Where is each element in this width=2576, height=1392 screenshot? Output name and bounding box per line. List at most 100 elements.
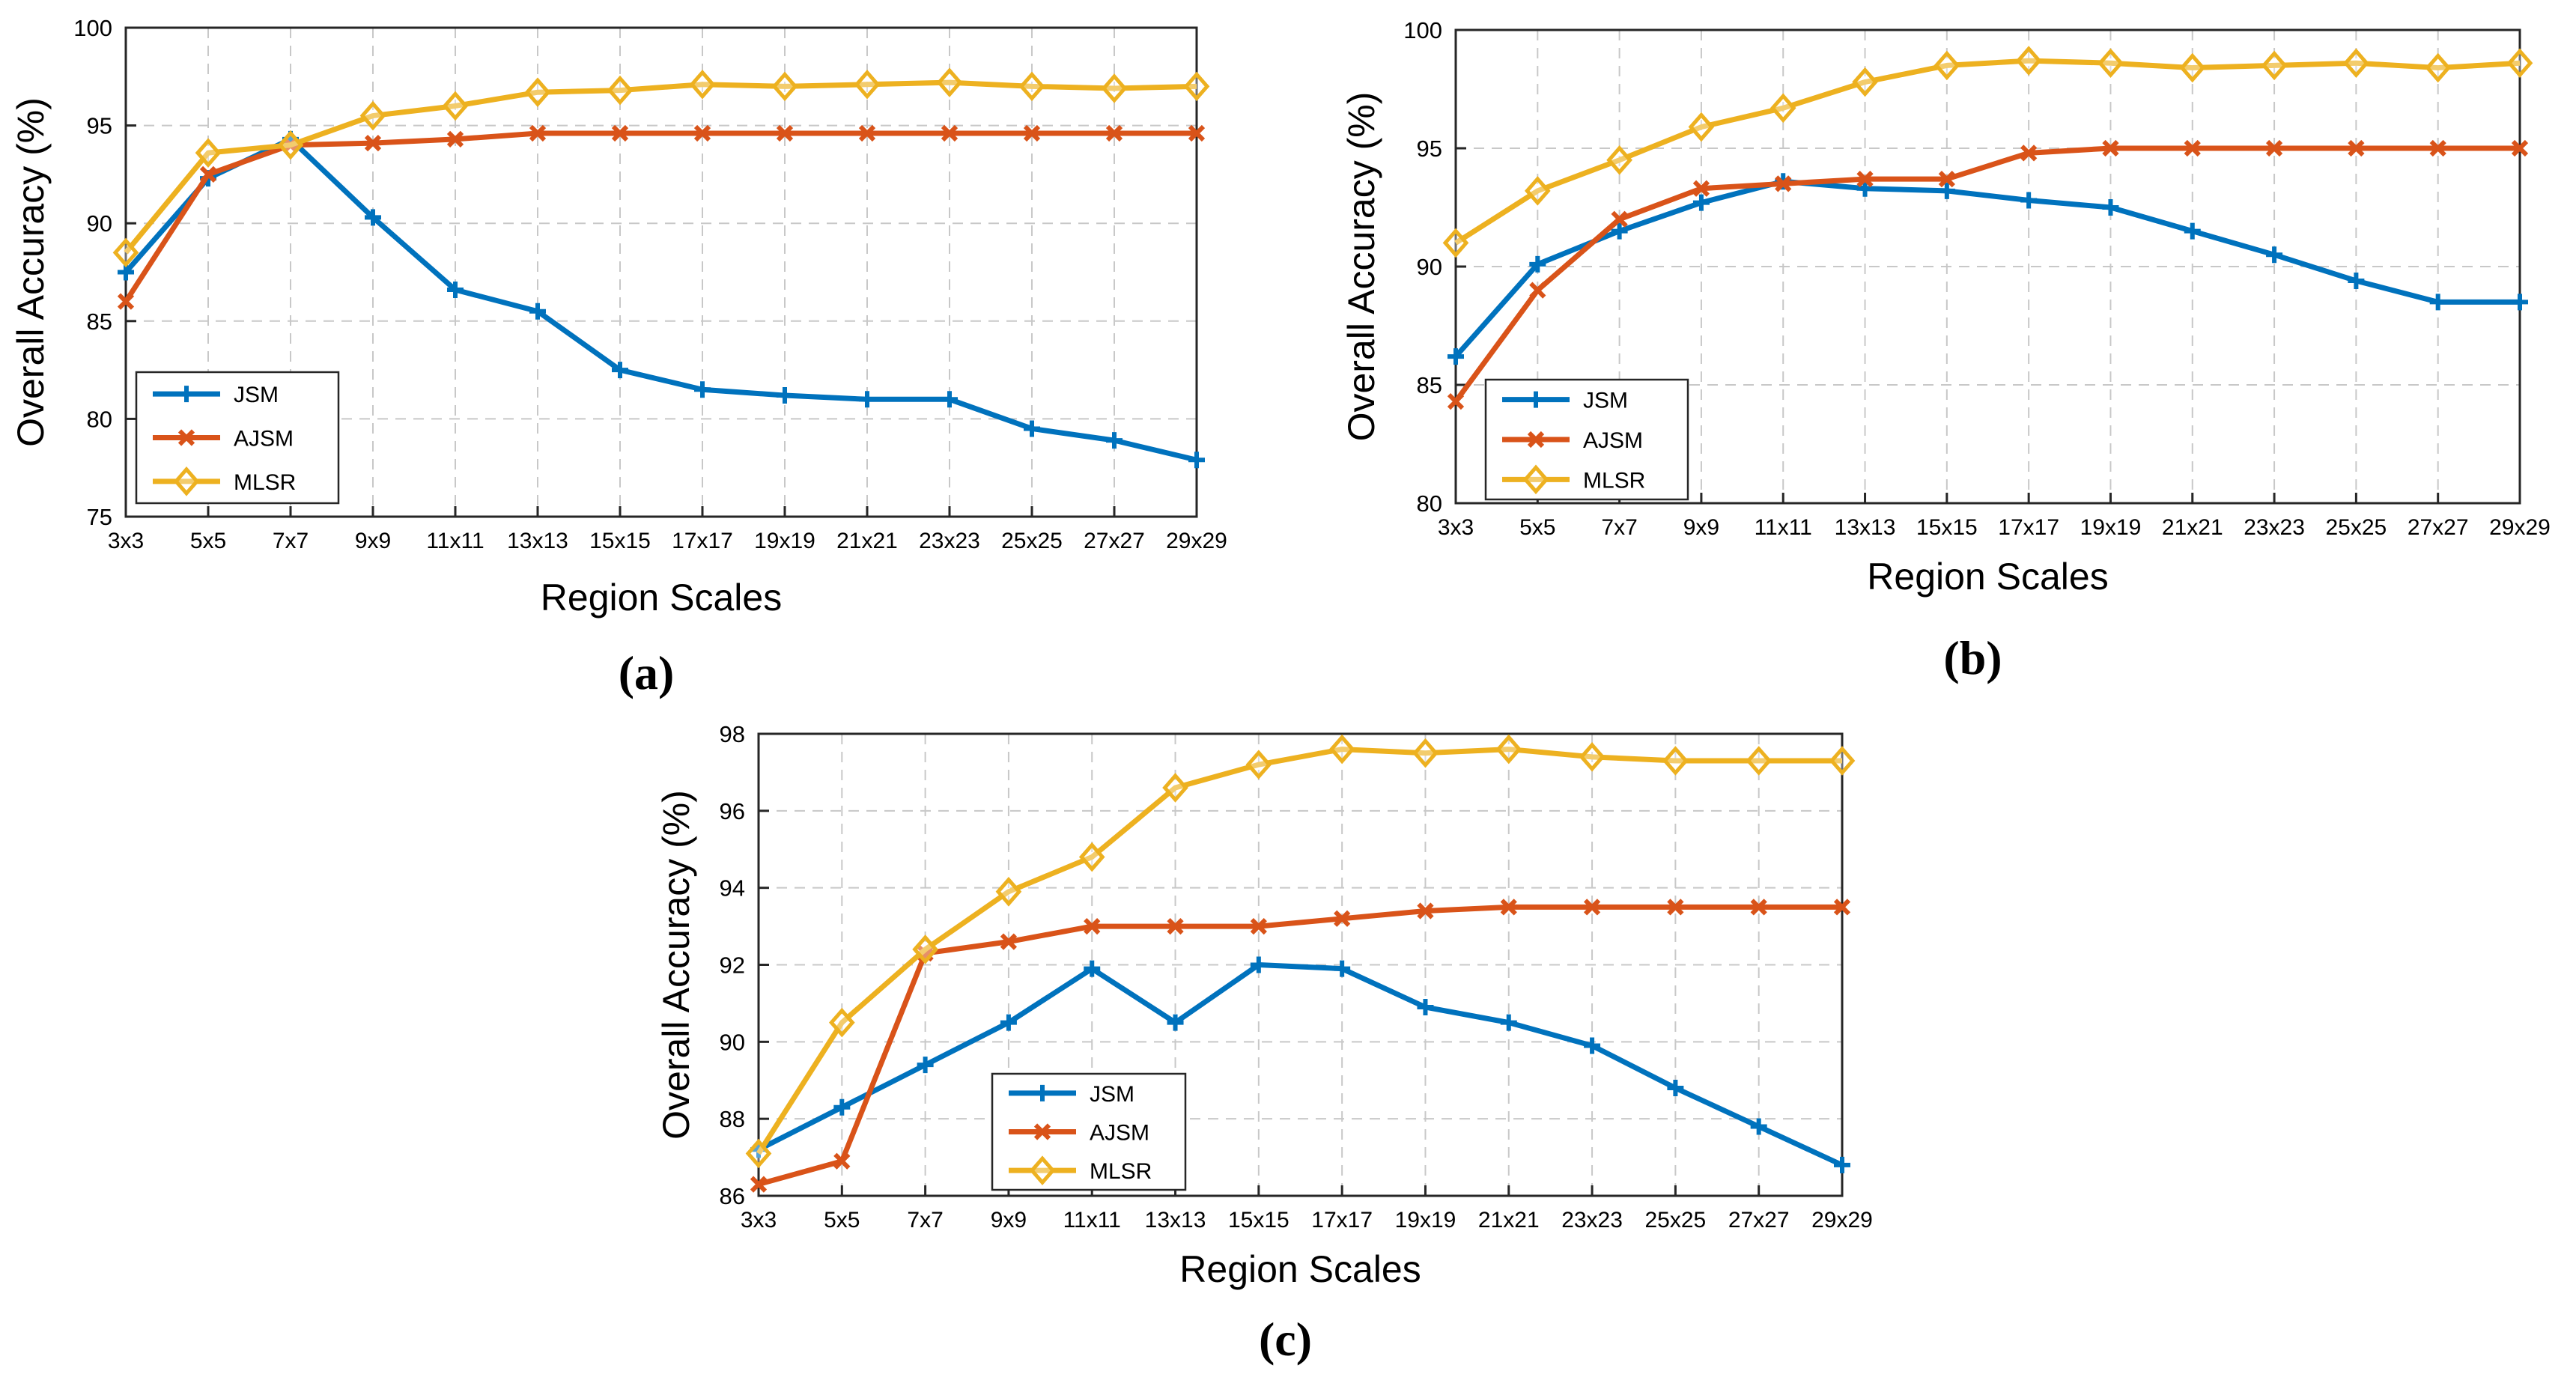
data-point-jsm xyxy=(1084,960,1101,977)
data-point-jsm xyxy=(1611,222,1628,240)
legend-marker-jsm xyxy=(1528,391,1544,408)
legend-label: AJSM xyxy=(1090,1121,1149,1146)
data-point-mlsr xyxy=(1852,67,1878,97)
data-point-mlsr xyxy=(112,237,139,268)
data-point-jsm xyxy=(2429,294,2446,311)
data-point-ajsm xyxy=(1583,899,1601,916)
x-tick-label: 29x29 xyxy=(2489,515,2551,540)
data-point-mlsr xyxy=(1933,50,1960,81)
x-tick-label: 5x5 xyxy=(190,529,226,553)
x-axis-label: Region Scales xyxy=(1867,556,2108,598)
data-point-mlsr xyxy=(689,69,716,100)
data-point-mlsr xyxy=(1245,750,1272,779)
data-point-mlsr xyxy=(2179,52,2206,83)
panel-label: (a) xyxy=(619,646,675,699)
y-tick-label: 85 xyxy=(1417,372,1442,398)
series-line-ajsm xyxy=(758,904,1842,1187)
y-tick-label: 95 xyxy=(1417,136,1442,162)
x-tick-label: 25x25 xyxy=(1001,529,1063,553)
x-tick-label: 13x13 xyxy=(507,529,568,553)
data-point-mlsr xyxy=(995,877,1022,907)
data-point-ajsm xyxy=(1500,899,1517,916)
x-axis-label: Region Scales xyxy=(541,577,782,619)
legend-label: MLSR xyxy=(1583,468,1645,493)
legend-label: AJSM xyxy=(234,427,294,452)
data-point-jsm xyxy=(2020,192,2038,209)
data-point-mlsr xyxy=(1746,746,1772,776)
data-point-mlsr xyxy=(2261,50,2288,81)
y-tick-label: 90 xyxy=(720,1029,745,1055)
data-point-mlsr xyxy=(2343,48,2369,79)
series-line-mlsr xyxy=(124,79,1197,255)
x-tick-label: 25x25 xyxy=(1645,1208,1707,1233)
chart-panel-b: 3x3 5x5 7x7 9x9 11x11 13x13 15x15 17x17 19x19 21x… xyxy=(1340,17,2551,684)
data-point-jsm xyxy=(777,387,793,404)
series-line-jsm xyxy=(1453,178,2520,359)
data-point-jsm xyxy=(1584,1037,1601,1054)
y-tick-label: 92 xyxy=(720,952,745,979)
chart-panel-c: 3x3 5x5 7x7 9x9 11x11 13x13 15x15 17x17 19x19 21x… xyxy=(655,721,1873,1366)
series-line-ajsm xyxy=(1453,145,2520,404)
legend-marker-jsm xyxy=(1034,1084,1051,1101)
y-axis-label: Overall Accuracy (%) xyxy=(1340,92,1382,442)
data-point-ajsm xyxy=(1167,917,1184,935)
data-point-jsm xyxy=(2348,272,2365,289)
data-point-mlsr xyxy=(828,1007,855,1038)
data-point-ajsm xyxy=(1611,210,1628,228)
data-point-jsm xyxy=(833,1098,851,1116)
y-tick-label: 90 xyxy=(1417,254,1442,280)
x-tick-label: 13x13 xyxy=(1145,1208,1206,1233)
data-point-jsm xyxy=(2102,199,2119,216)
data-point-jsm xyxy=(1750,1118,1767,1135)
x-tick-label: 19x19 xyxy=(754,529,815,553)
legend-marker-mlsr xyxy=(1029,1155,1056,1185)
data-point-mlsr xyxy=(1688,112,1715,142)
x-tick-label: 7x7 xyxy=(273,529,309,553)
x-tick-label: 23x23 xyxy=(2244,515,2305,540)
data-point-mlsr xyxy=(2097,48,2124,79)
data-point-mlsr xyxy=(771,71,798,102)
panel-label: (b) xyxy=(1943,631,2002,684)
y-tick-label: 96 xyxy=(720,798,745,824)
data-point-jsm xyxy=(2266,246,2283,264)
data-point-jsm xyxy=(2184,222,2201,240)
x-tick-label: 17x17 xyxy=(672,529,733,553)
x-tick-label: 21x21 xyxy=(2162,515,2223,540)
data-point-ajsm xyxy=(776,124,794,142)
x-tick-label: 7x7 xyxy=(1601,515,1637,540)
data-point-ajsm xyxy=(1250,917,1267,935)
data-point-jsm xyxy=(365,209,381,226)
x-tick-label: 11x11 xyxy=(1755,515,1812,540)
x-tick-label: 7x7 xyxy=(907,1208,943,1233)
x-tick-label: 19x19 xyxy=(1395,1208,1456,1233)
data-point-mlsr xyxy=(1018,71,1045,102)
data-point-jsm xyxy=(529,303,546,320)
x-tick-label: 19x19 xyxy=(2080,515,2142,540)
data-point-ajsm xyxy=(117,293,135,310)
legend-marker-mlsr xyxy=(173,466,200,496)
data-point-ajsm xyxy=(941,124,959,142)
data-point-jsm xyxy=(694,381,711,398)
data-point-jsm xyxy=(1250,956,1267,973)
x-tick-label: 15x15 xyxy=(1228,1208,1289,1233)
data-point-jsm xyxy=(1334,960,1351,977)
legend-marker-ajsm xyxy=(177,429,195,446)
data-point-jsm xyxy=(1938,182,1955,199)
x-tick-label: 13x13 xyxy=(1835,515,1896,540)
data-point-mlsr xyxy=(2506,48,2533,79)
data-point-mlsr xyxy=(854,69,881,100)
x-tick-label: 27x27 xyxy=(1084,529,1145,553)
panel-label: (c) xyxy=(1259,1313,1312,1366)
data-point-jsm xyxy=(1500,1014,1517,1031)
data-point-ajsm xyxy=(2511,139,2529,157)
x-tick-label: 11x11 xyxy=(426,529,484,553)
data-point-mlsr xyxy=(195,138,222,168)
data-point-ajsm xyxy=(1750,899,1767,916)
y-tick-label: 75 xyxy=(87,504,112,530)
legend-label: MLSR xyxy=(1090,1159,1152,1184)
data-point-mlsr xyxy=(745,1138,772,1169)
x-axis-label: Region Scales xyxy=(1179,1248,1421,1290)
data-point-ajsm xyxy=(1938,170,1955,188)
data-point-mlsr xyxy=(1183,71,1210,102)
